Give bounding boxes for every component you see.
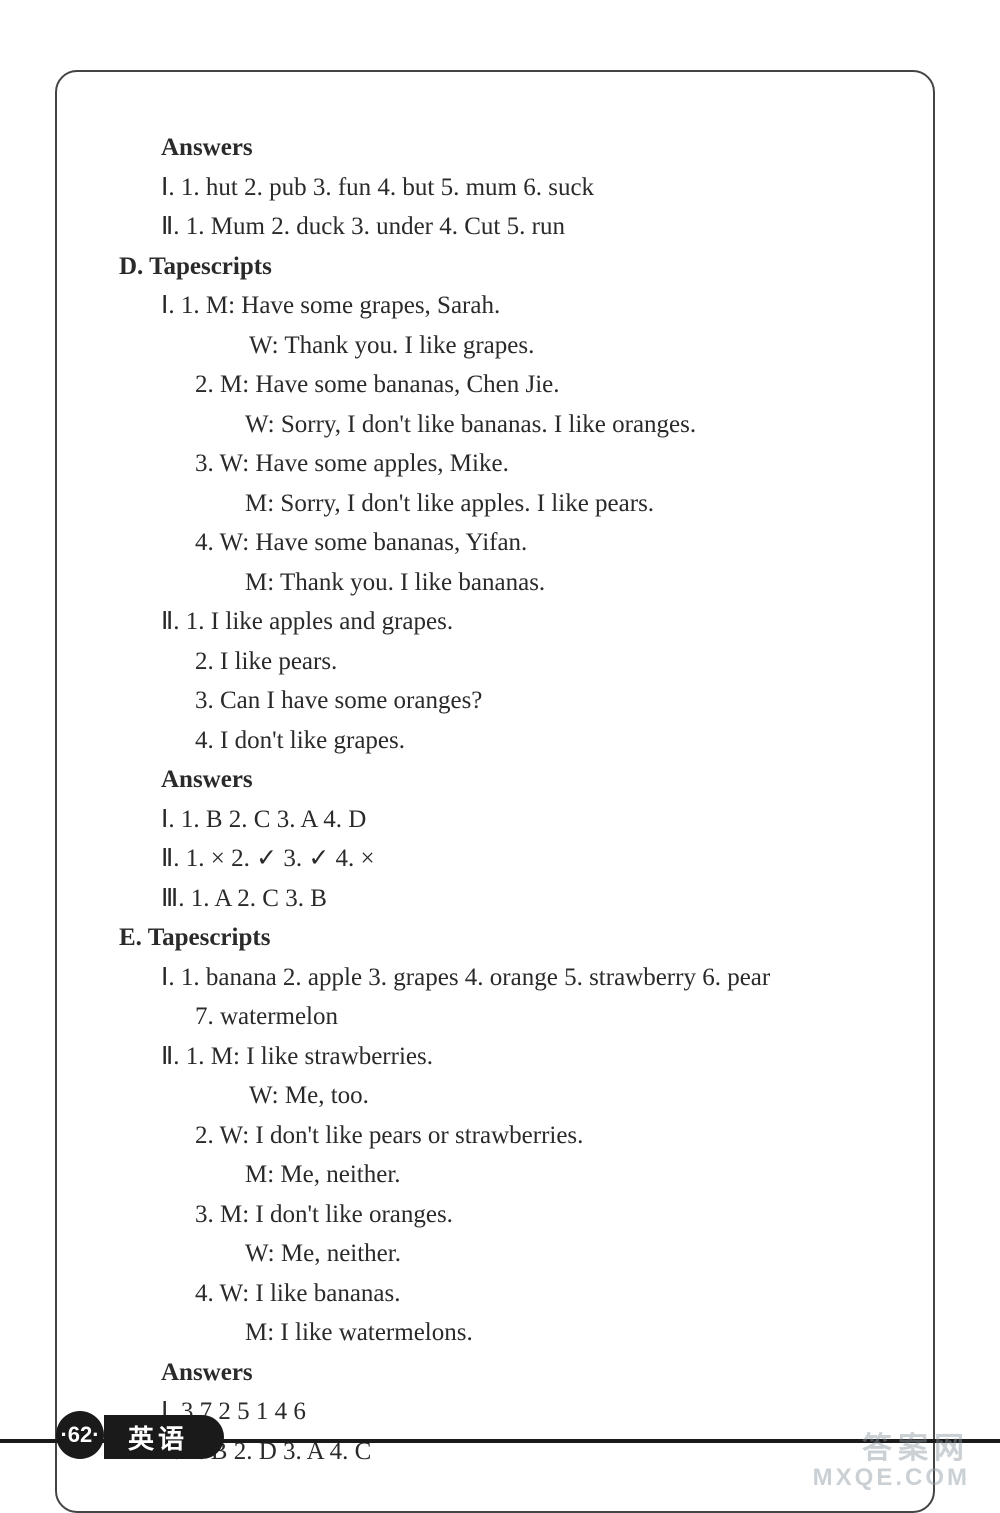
answers-heading: Answers bbox=[119, 128, 881, 168]
e-1-line2: 7. watermelon bbox=[119, 997, 881, 1037]
section-e-heading: E. Tapescripts bbox=[119, 918, 881, 958]
content-frame: Answers Ⅰ. 1. hut 2. pub 3. fun 4. but 5… bbox=[55, 70, 935, 1513]
d-2-1: Ⅱ. 1. I like apples and grapes. bbox=[119, 602, 881, 642]
answers-d-row-2: Ⅱ. 1. × 2. ✓ 3. ✓ 4. × bbox=[119, 839, 881, 879]
answers-heading-d: Answers bbox=[119, 760, 881, 800]
answers-a-row-2: Ⅱ. 1. Mum 2. duck 3. under 4. Cut 5. run bbox=[119, 207, 881, 247]
e-2-4-m: M: I like watermelons. bbox=[119, 1313, 881, 1353]
d-1-2-m: 2. M: Have some bananas, Chen Jie. bbox=[119, 365, 881, 405]
e-2-2-m: M: Me, neither. bbox=[119, 1155, 881, 1195]
e-2-4-w: 4. W: I like bananas. bbox=[119, 1274, 881, 1314]
d-1-1-w: W: Thank you. I like grapes. bbox=[119, 326, 881, 366]
e-2-2-w: 2. W: I don't like pears or strawberries… bbox=[119, 1116, 881, 1156]
e-2-3-w: W: Me, neither. bbox=[119, 1234, 881, 1274]
d-1-4-m: M: Thank you. I like bananas. bbox=[119, 563, 881, 603]
e-1-line1: Ⅰ. 1. banana 2. apple 3. grapes 4. orang… bbox=[119, 958, 881, 998]
d-2-4: 4. I don't like grapes. bbox=[119, 721, 881, 761]
d-1-3-w: 3. W: Have some apples, Mike. bbox=[119, 444, 881, 484]
answers-d-row-1: Ⅰ. 1. B 2. C 3. A 4. D bbox=[119, 800, 881, 840]
d-1-4-w: 4. W: Have some bananas, Yifan. bbox=[119, 523, 881, 563]
d-2-3: 3. Can I have some oranges? bbox=[119, 681, 881, 721]
e-2-3-m: 3. M: I don't like oranges. bbox=[119, 1195, 881, 1235]
answers-d-row-3: Ⅲ. 1. A 2. C 3. B bbox=[119, 879, 881, 919]
section-d-heading: D. Tapescripts bbox=[119, 247, 881, 287]
e-2-1-w: W: Me, too. bbox=[119, 1076, 881, 1116]
answers-heading-e: Answers bbox=[119, 1353, 881, 1393]
answers-a-row-1: Ⅰ. 1. hut 2. pub 3. fun 4. but 5. mum 6.… bbox=[119, 168, 881, 208]
subject-tab: 英语 bbox=[104, 1415, 224, 1459]
watermark-bottom: MXQE.COM bbox=[813, 1465, 970, 1491]
e-2-1-m: Ⅱ. 1. M: I like strawberries. bbox=[119, 1037, 881, 1077]
d-1-2-w: W: Sorry, I don't like bananas. I like o… bbox=[119, 405, 881, 445]
d-1-1-m: Ⅰ. 1. M: Have some grapes, Sarah. bbox=[119, 286, 881, 326]
page: Answers Ⅰ. 1. hut 2. pub 3. fun 4. but 5… bbox=[0, 0, 1000, 1511]
d-1-3-m: M: Sorry, I don't like apples. I like pe… bbox=[119, 484, 881, 524]
watermark: 答案网 MXQE.COM bbox=[813, 1432, 970, 1491]
page-number-badge: ·62· bbox=[56, 1411, 104, 1459]
watermark-top: 答案网 bbox=[813, 1432, 970, 1465]
d-2-2: 2. I like pears. bbox=[119, 642, 881, 682]
